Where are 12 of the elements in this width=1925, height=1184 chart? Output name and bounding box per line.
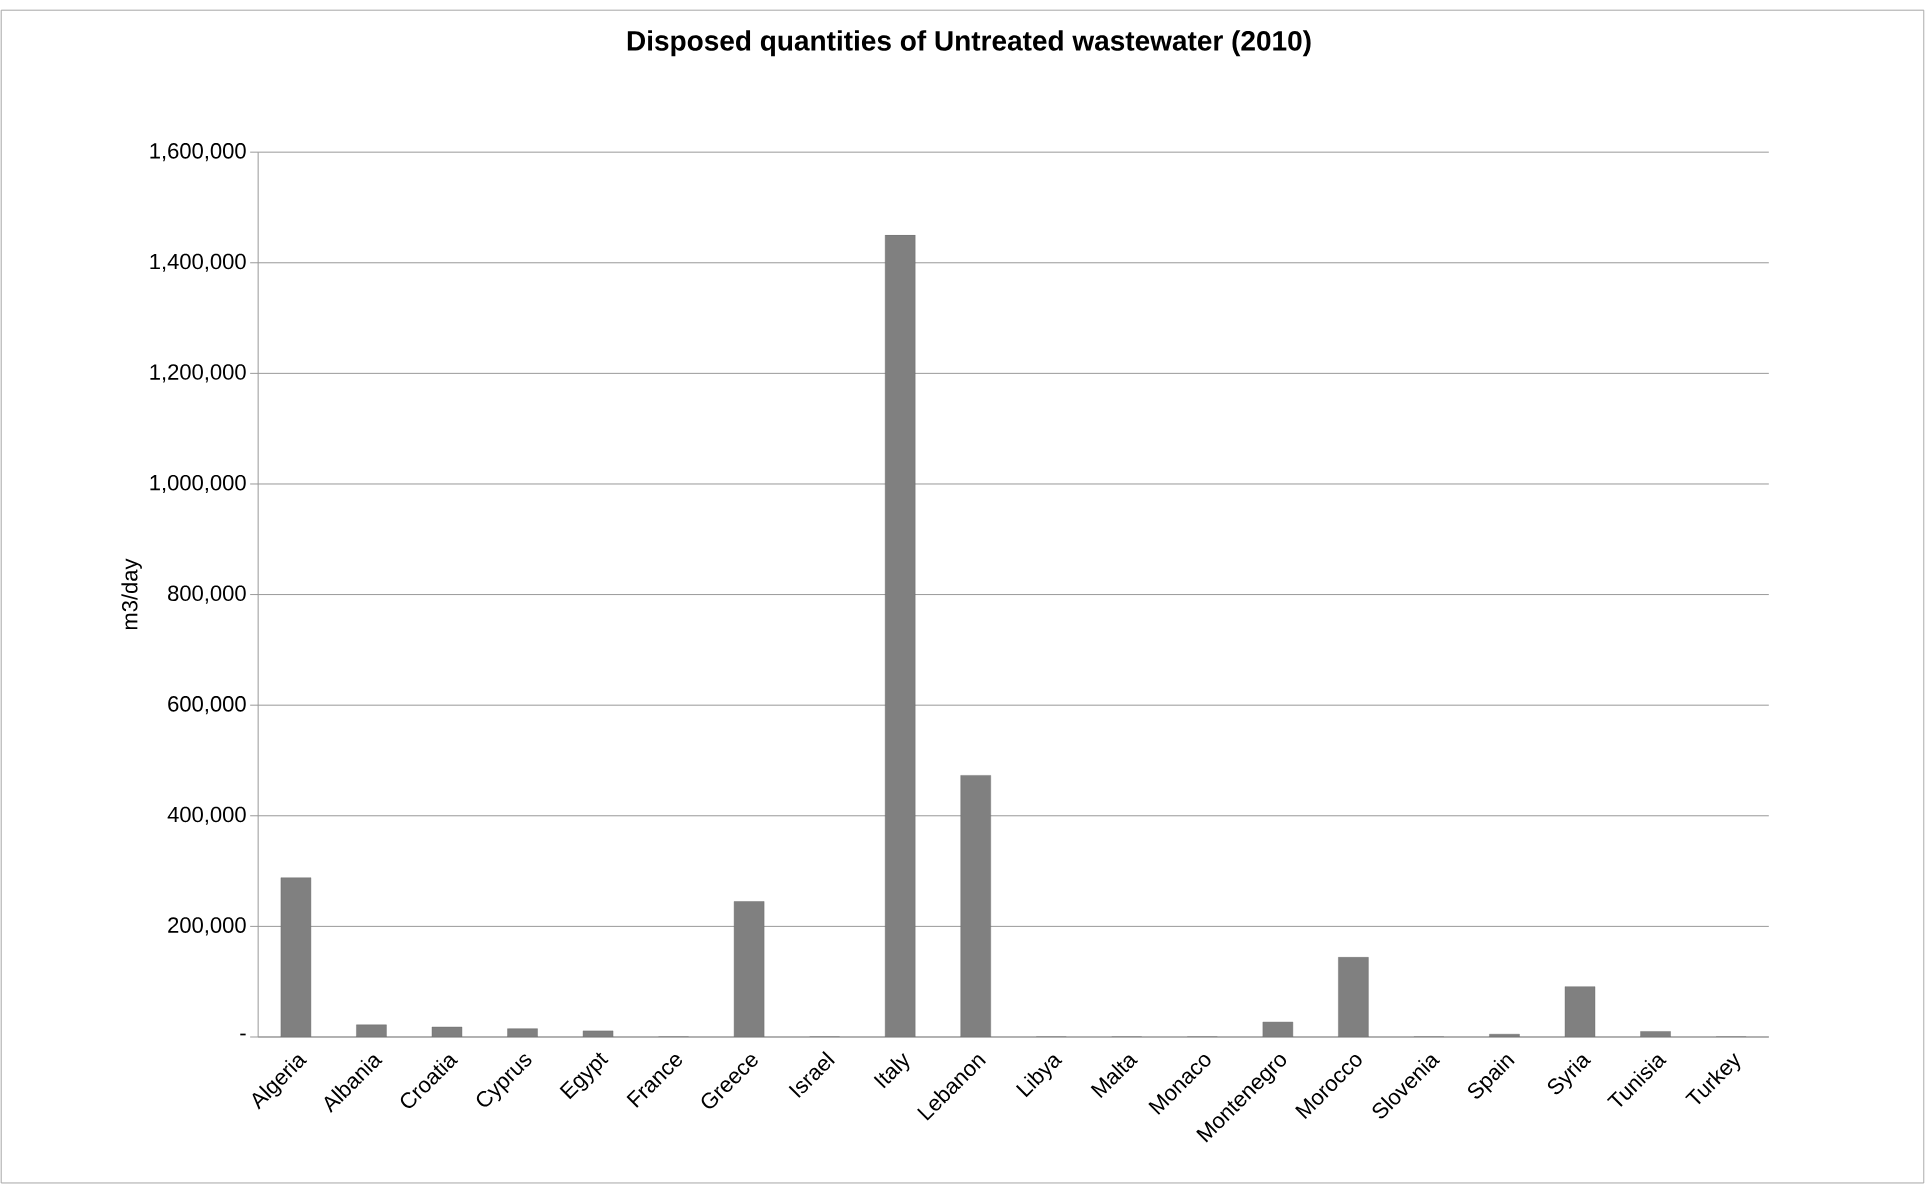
chart-title: Disposed quantities of Untreated wastewater (2010): [627, 30, 1311, 57]
y-tick-label: 400,000: [167, 806, 246, 825]
y-axis-title: m3/day: [121, 558, 142, 630]
y-tick-label: 1,600,000: [150, 142, 246, 162]
y-tick-label: 600,000: [168, 696, 246, 715]
y-tick-label: 1,000,000: [150, 474, 246, 493]
x-tick-label: Italy: [873, 1052, 910, 1089]
y-tick-label: 1,200,000: [150, 364, 246, 383]
y-tick-label: 800,000: [168, 585, 246, 604]
y-tick-label: -: [240, 1033, 246, 1036]
y-tick-label: 200,000: [168, 917, 246, 936]
y-tick-label: 1,400,000: [150, 253, 246, 272]
